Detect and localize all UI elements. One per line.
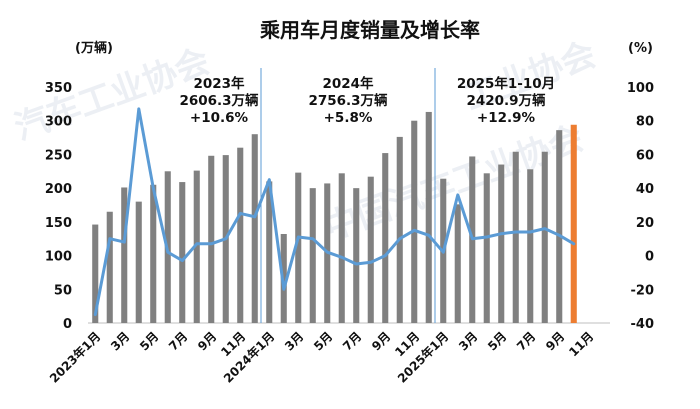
sales-bar (425, 111, 432, 323)
sales-bar (527, 169, 534, 323)
y-right-unit: (%) (628, 41, 653, 56)
sales-bar (570, 124, 577, 323)
sales-bar (179, 182, 186, 323)
y-right-tick-label: -40 (631, 317, 655, 332)
y-right-tick-label: 100 (627, 81, 654, 96)
x-tick-label: 9月 (543, 329, 567, 353)
x-tick-label: 3月 (108, 329, 132, 353)
sales-bar (411, 120, 418, 323)
sales-bar (237, 147, 244, 323)
annotation-line: 2023年 (193, 75, 245, 92)
x-tick-label: 7月 (514, 329, 538, 353)
annotation-line: +12.9% (477, 110, 536, 126)
y-right-tick-label: 0 (645, 250, 654, 265)
sales-bar (251, 134, 258, 323)
x-tick-label: 9月 (369, 329, 393, 353)
annotation-line: 2756.3万辆 (308, 92, 388, 109)
sales-bar (556, 130, 563, 323)
x-tick-label: 9月 (195, 329, 219, 353)
sales-bar (266, 181, 273, 323)
x-tick-label: 2023年1月 (46, 329, 103, 386)
y-right-tick-label: 40 (636, 182, 654, 197)
y-left-tick-label: 300 (45, 115, 72, 130)
sales-bar (309, 188, 316, 323)
y-right-tick-label: -20 (631, 283, 655, 298)
y-left-tick-label: 0 (63, 317, 72, 332)
sales-bar (454, 204, 461, 323)
y-right-tick-label: 60 (636, 148, 654, 163)
annotation-line: +5.8% (324, 110, 373, 126)
x-tick-label: 3月 (456, 329, 480, 353)
y-left-tick-label: 50 (54, 283, 72, 298)
sales-bar (498, 164, 505, 323)
sales-bar (121, 187, 128, 323)
y-right-tick-label: 80 (636, 115, 654, 130)
y-left-axis: 0 50 100 150 200 250 300 350 (45, 81, 72, 332)
annotation-line: +10.6% (190, 110, 249, 126)
annotation-line: 2025年1-10月 (457, 75, 555, 92)
y-right-axis: -40 -20 0 20 40 60 80 100 (627, 81, 654, 332)
sales-bar (396, 136, 403, 323)
sales-bar (483, 173, 490, 323)
y-left-tick-label: 100 (45, 250, 72, 265)
sales-bar (382, 153, 389, 323)
growth-line-series (93, 107, 576, 317)
x-tick-label: 5月 (311, 329, 335, 353)
x-tick-label: 3月 (282, 329, 306, 353)
sales-bar (541, 151, 548, 323)
chart-title: 乘用车月度销量及增长率 (259, 18, 480, 42)
x-tick-label: 7月 (166, 329, 190, 353)
annotation-line: 2606.3万辆 (179, 92, 259, 109)
annotation-line: 2024年 (322, 75, 374, 92)
watermark: 汽车工业协会 中国汽车工业协会 工业协会 (9, 34, 600, 248)
sales-bar (106, 211, 113, 323)
y-left-tick-label: 150 (45, 216, 72, 231)
x-tick-label: 11月 (566, 329, 596, 359)
growth-rate-line (93, 107, 576, 317)
sales-bar (367, 176, 374, 323)
sales-bar (353, 188, 360, 323)
sales-bar (150, 184, 157, 323)
y-left-tick-label: 250 (45, 148, 72, 163)
year-dividers (260, 68, 436, 323)
annotation-line: 2420.9万辆 (466, 92, 546, 109)
y-left-tick-label: 200 (45, 182, 72, 197)
sales-bar (512, 151, 519, 323)
x-tick-label: 5月 (485, 329, 509, 353)
x-tick-label: 7月 (340, 329, 364, 353)
y-left-unit: (万辆) (75, 40, 113, 56)
sales-bar (92, 224, 99, 323)
sales-bar (295, 172, 302, 323)
sales-bar (208, 155, 215, 323)
sales-bar (135, 201, 142, 323)
sales-bar (193, 170, 200, 323)
y-right-tick-label: 20 (636, 216, 654, 231)
x-tick-label: 5月 (137, 329, 161, 353)
y-left-tick-label: 350 (45, 81, 72, 96)
sales-bar (338, 173, 345, 323)
